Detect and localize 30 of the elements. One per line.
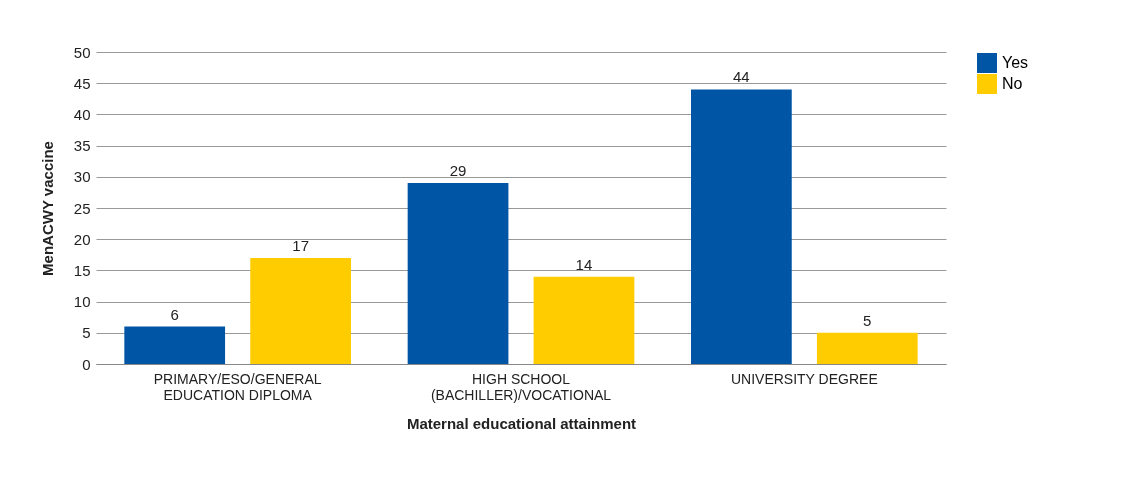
bar (816, 332, 918, 364)
x-axis-title: Maternal educational attainment (406, 414, 637, 432)
bar (691, 89, 792, 364)
legend-label: Yes (1002, 54, 1029, 71)
bar (250, 257, 351, 364)
legend-label: No (1002, 75, 1023, 92)
y-tick-label: 0 (82, 355, 91, 373)
x-tick-label: PRIMARY/ESO/GENERAL EDUCATION DIPLOMA (153, 370, 322, 403)
data-label: 17 (292, 236, 309, 254)
y-tick-label: 15 (73, 261, 91, 279)
bar (533, 276, 635, 364)
y-axis-title: MenACWY vaccine (38, 141, 56, 276)
x-tick-label: HIGH SCHOOL (BACHILLER)/VOCATIONAL (430, 370, 612, 403)
y-tick-label: 50 (73, 43, 91, 61)
y-tick-label: 35 (73, 137, 91, 155)
y-tick-label: 10 (73, 293, 91, 311)
y-tick-label: 5 (82, 324, 91, 342)
y-tick-label: 20 (73, 230, 91, 248)
data-label: 14 (575, 255, 593, 273)
y-tick-label: 45 (73, 74, 91, 92)
data-label: 29 (449, 162, 467, 180)
y-tick-label: 40 (73, 105, 91, 123)
data-label: 44 (733, 68, 750, 86)
data-label: 6 (170, 305, 179, 323)
y-tick-label: 30 (73, 168, 91, 186)
bar (407, 183, 509, 364)
data-label: 5 (863, 311, 872, 329)
y-tick-label: 25 (73, 199, 91, 217)
bar (124, 326, 226, 364)
x-tick-label: UNIVERSITY DEGREE (730, 370, 878, 387)
